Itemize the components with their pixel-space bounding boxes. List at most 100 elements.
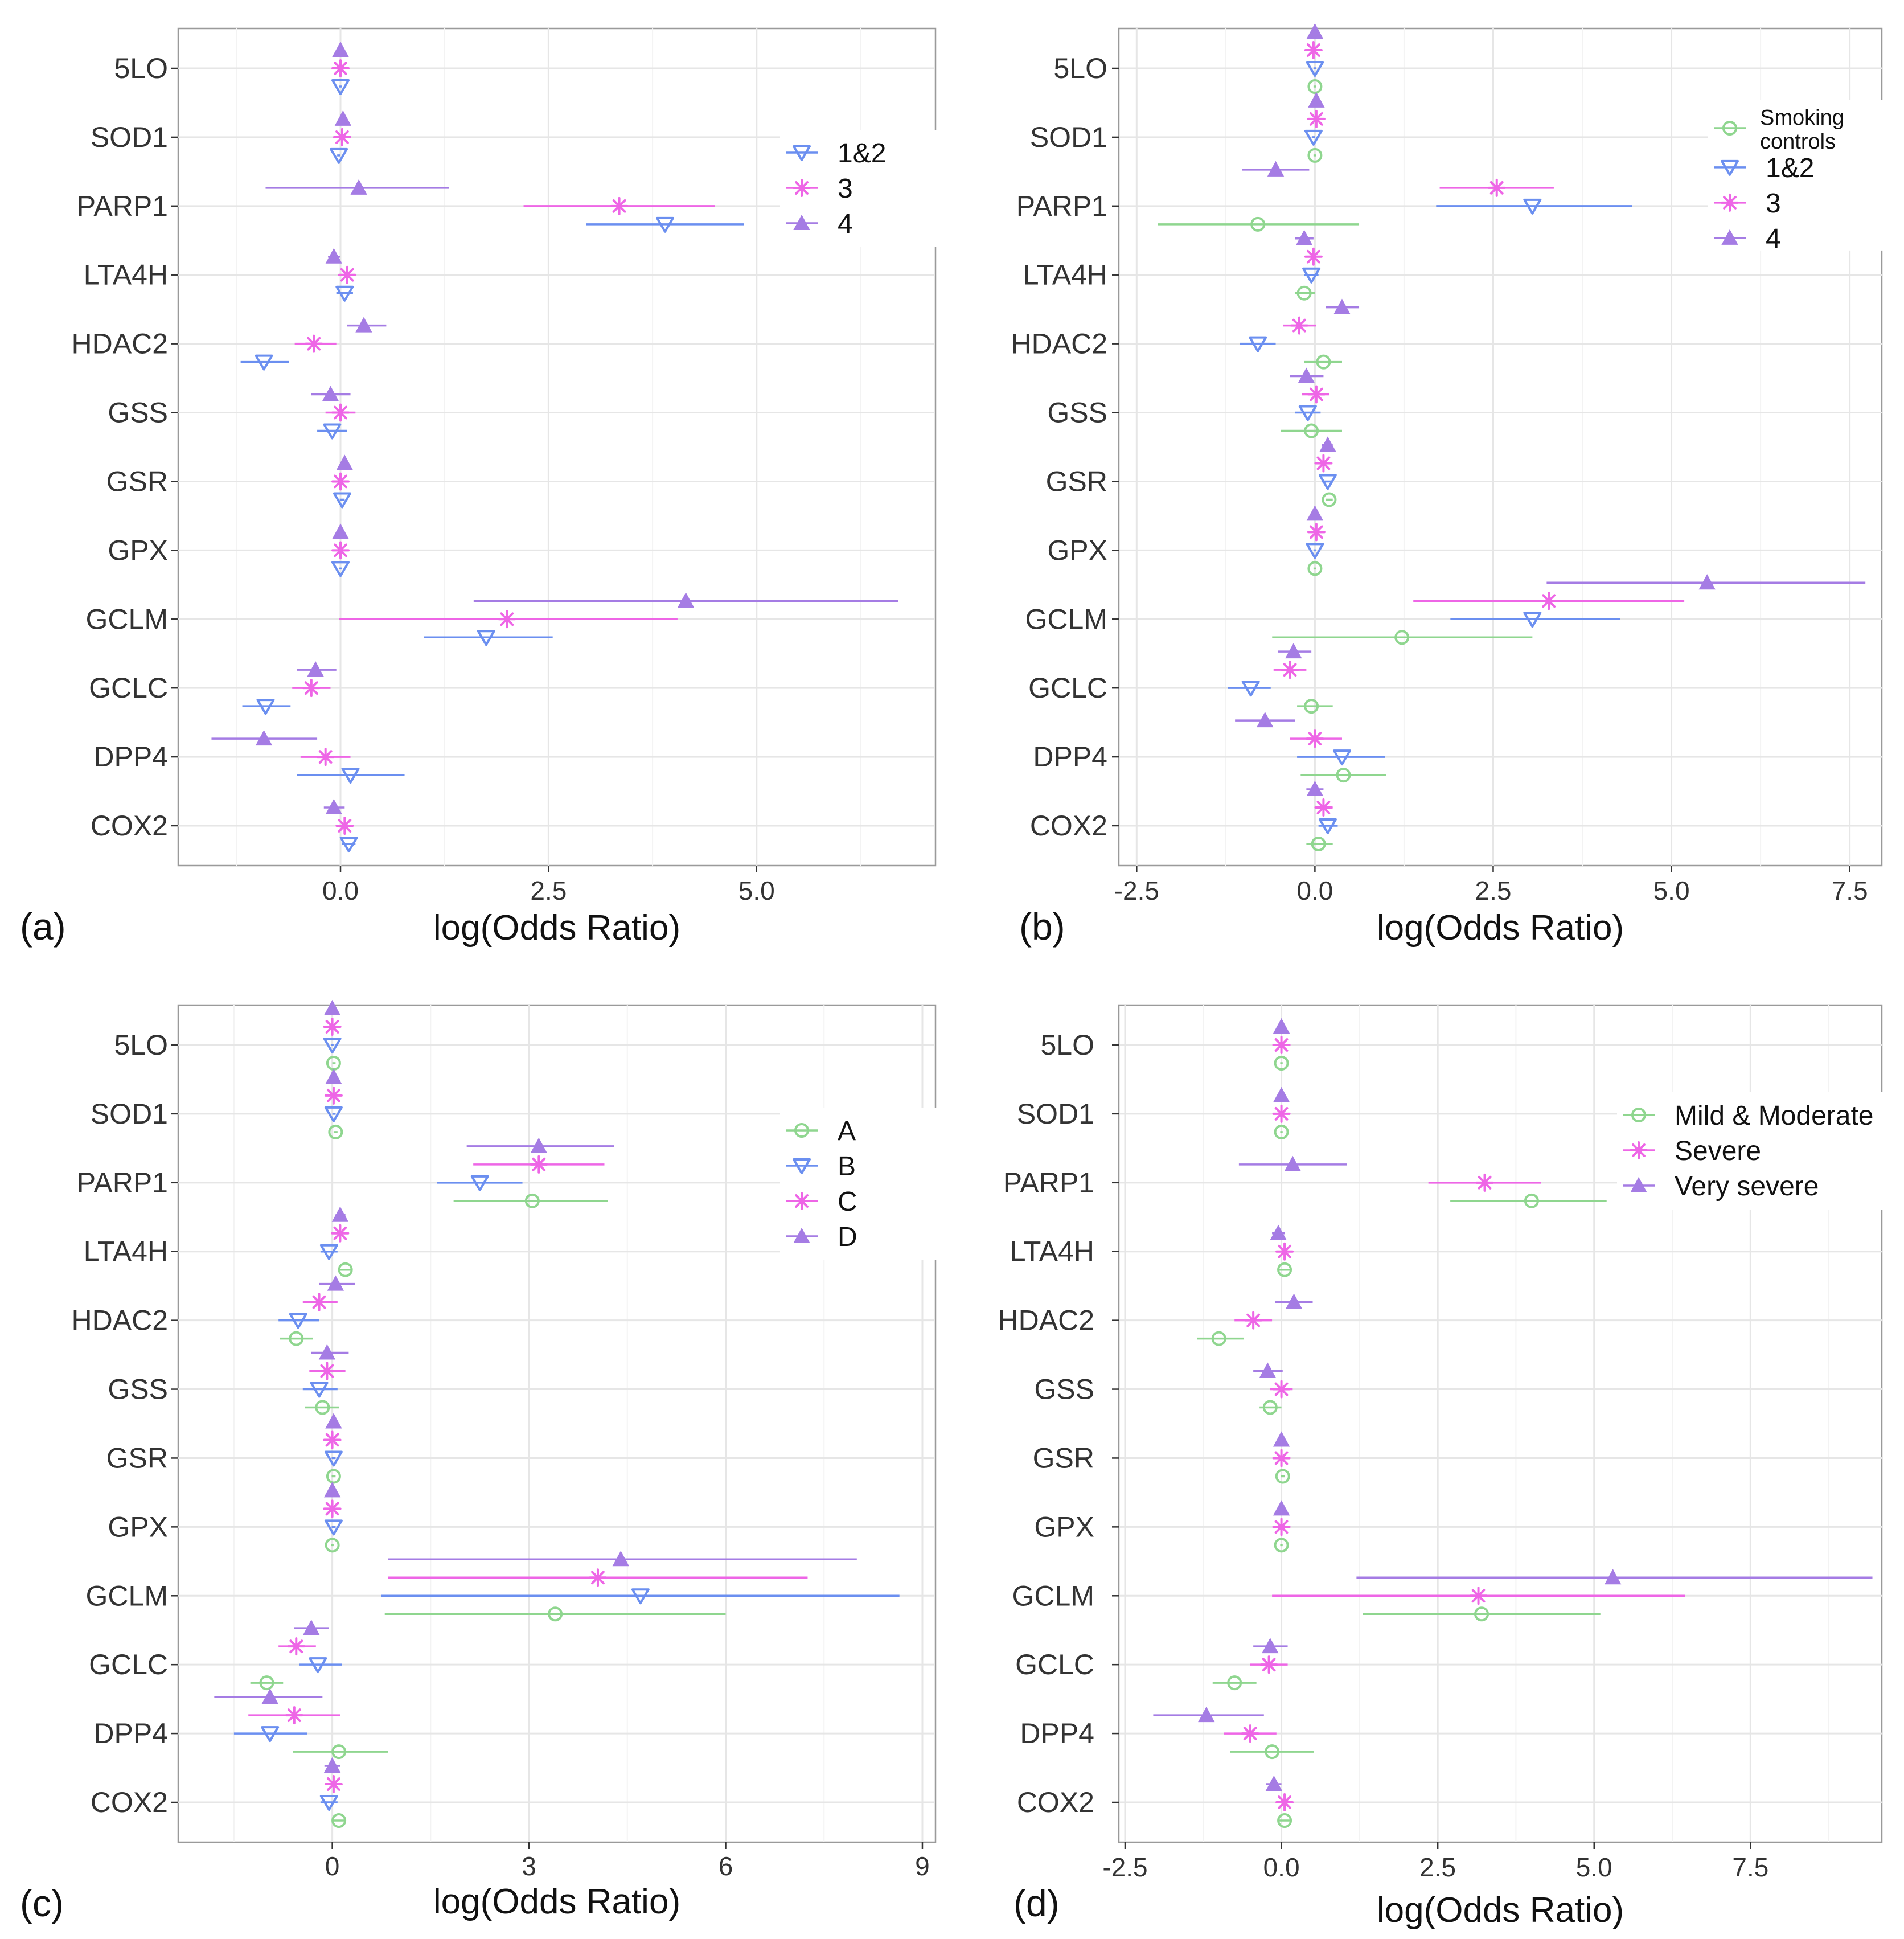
data-point: [1273, 1018, 1290, 1034]
x-tick-label: 2.5: [1419, 1852, 1456, 1882]
data-point-stroke: [1309, 387, 1323, 401]
legend-label: 1&2: [1766, 153, 1814, 183]
data-point: [285, 1706, 303, 1725]
series-c: [248, 1018, 808, 1793]
x-tick-label: 0.0: [1263, 1852, 1300, 1882]
gene-label-5lo: 5LO: [114, 1029, 168, 1061]
data-point: [477, 630, 495, 646]
gene-label-hdac2: HDAC2: [1011, 328, 1107, 360]
data-point-stroke: [1471, 1589, 1486, 1603]
data-point-stroke: [327, 1089, 340, 1102]
legend-key: [1623, 1176, 1655, 1192]
data-point: [331, 561, 350, 577]
gene-label-parp1: PARP1: [1016, 190, 1107, 222]
data-point: [261, 1726, 280, 1743]
data-point: [323, 1499, 342, 1518]
data-point: [325, 248, 342, 264]
data-point: [1475, 1173, 1494, 1192]
data-point: [1394, 630, 1410, 645]
data-point-stroke: [1292, 318, 1306, 333]
data-point: [530, 1137, 548, 1153]
data-point: [1273, 1500, 1290, 1516]
gene-label-sod1: SOD1: [91, 121, 168, 153]
data-point: [305, 334, 323, 353]
data-point: [331, 472, 350, 491]
data-point: [1304, 129, 1323, 146]
legend-key-marker: [1721, 193, 1739, 212]
gene-label-gclc: GCLC: [1015, 1649, 1094, 1680]
legend-key: [786, 1227, 818, 1243]
data-point: [330, 147, 348, 164]
data-point: [338, 1262, 353, 1277]
legend-label: 3: [1766, 188, 1781, 219]
data-point: [323, 423, 342, 440]
gene-label-gsr: GSR: [106, 1442, 168, 1474]
x-tick-label: 5.0: [1653, 876, 1690, 905]
legend-key-marker: [793, 1192, 811, 1210]
data-point-stroke: [307, 337, 321, 351]
gene-label-dpp4: DPP4: [1020, 1717, 1094, 1749]
data-point: [324, 1450, 343, 1467]
gene-label-parp1: PARP1: [77, 1167, 168, 1199]
data-point: [1272, 1518, 1291, 1536]
x-axis-label: log(Odds Ratio): [433, 908, 680, 948]
data-point-stroke: [287, 1708, 301, 1722]
data-point: [326, 1469, 341, 1484]
legend-key-marker-stroke: [795, 181, 809, 195]
data-point: [302, 679, 321, 698]
data-point: [656, 216, 674, 233]
data-point: [1469, 1587, 1488, 1605]
x-tick-label: 7.5: [1832, 876, 1868, 905]
data-point-stroke: [1278, 1795, 1291, 1809]
data-point: [341, 768, 360, 784]
data-point: [331, 1224, 350, 1243]
data-point: [1211, 1331, 1226, 1346]
data-point: [1306, 729, 1324, 748]
data-point-stroke: [1316, 456, 1331, 470]
data-point-stroke: [1243, 1727, 1257, 1740]
data-point: [259, 1675, 274, 1691]
data-point: [524, 1193, 540, 1208]
data-point-stroke: [532, 1157, 546, 1171]
gene-label-gclm: GCLM: [1025, 603, 1107, 635]
data-point: [1275, 1242, 1294, 1261]
gene-label-hdac2: HDAC2: [998, 1305, 1094, 1337]
data-point-stroke: [334, 543, 347, 557]
gene-label-gclc: GCLC: [89, 672, 168, 704]
gene-label-cox2: COX2: [1030, 810, 1107, 842]
gene-label-gclc: GCLC: [89, 1649, 168, 1680]
legend-key: [786, 214, 818, 230]
gene-label-5lo: 5LO: [1053, 52, 1107, 84]
data-point: [322, 386, 339, 401]
data-point-stroke: [1306, 43, 1320, 57]
data-point: [324, 1519, 343, 1536]
data-point: [1262, 1638, 1279, 1654]
data-point: [331, 403, 350, 422]
data-point: [1296, 285, 1312, 301]
data-point: [530, 1155, 548, 1174]
data-point: [331, 79, 350, 95]
legend-key-marker: [1630, 1176, 1647, 1192]
data-point: [319, 1244, 338, 1260]
series-1-2: [240, 79, 744, 852]
series-mild-moderate: [1197, 1056, 1607, 1828]
series-a: [250, 1056, 726, 1828]
gene-label-gpx: GPX: [108, 534, 168, 566]
data-point: [1281, 661, 1299, 679]
data-point: [1257, 711, 1274, 728]
panel-a: 5LO SOD1 PARP1 LTA4H HDAC2 GSS GSR GPX GCLM GCLC D…: [20, 27, 960, 948]
data-point: [310, 1293, 329, 1311]
legend-key-marker: [1630, 1141, 1648, 1159]
data-point: [1319, 436, 1336, 452]
data-point-stroke: [334, 474, 347, 489]
data-point-stroke: [312, 1295, 326, 1309]
data-point: [325, 1413, 342, 1429]
legend-key-marker: [793, 179, 811, 197]
legend-label: 1&2: [838, 138, 886, 169]
data-point-stroke: [1283, 663, 1297, 677]
data-point: [1298, 367, 1315, 383]
data-point: [1304, 423, 1319, 438]
legend-background: [1617, 1092, 1904, 1210]
